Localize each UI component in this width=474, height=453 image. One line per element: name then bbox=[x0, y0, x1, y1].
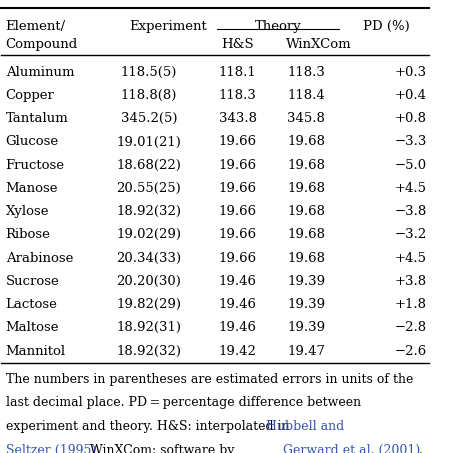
Text: 118.4: 118.4 bbox=[287, 89, 325, 102]
Text: 18.92(32): 18.92(32) bbox=[117, 205, 182, 218]
Text: Ribose: Ribose bbox=[6, 228, 51, 241]
Text: −2.8: −2.8 bbox=[395, 321, 427, 334]
Text: −3.3: −3.3 bbox=[394, 135, 427, 149]
Text: 19.68: 19.68 bbox=[287, 251, 325, 265]
Text: 118.5(5): 118.5(5) bbox=[121, 66, 177, 79]
Text: 118.8(8): 118.8(8) bbox=[121, 89, 177, 102]
Text: last decimal place. PD = percentage difference between: last decimal place. PD = percentage diff… bbox=[6, 396, 361, 410]
Text: 19.46: 19.46 bbox=[219, 275, 257, 288]
Text: Seltzer (1995): Seltzer (1995) bbox=[6, 443, 96, 453]
Text: 20.20(30): 20.20(30) bbox=[117, 275, 182, 288]
Text: 19.68: 19.68 bbox=[287, 135, 325, 149]
Text: 118.3: 118.3 bbox=[219, 89, 257, 102]
Text: 18.68(22): 18.68(22) bbox=[117, 159, 182, 172]
Text: Gerward et al. (2001): Gerward et al. (2001) bbox=[283, 443, 420, 453]
Text: +4.5: +4.5 bbox=[395, 251, 427, 265]
Text: 19.68: 19.68 bbox=[287, 228, 325, 241]
Text: 19.66: 19.66 bbox=[219, 205, 257, 218]
Text: Aluminum: Aluminum bbox=[6, 66, 74, 79]
Text: Theory: Theory bbox=[255, 20, 301, 33]
Text: The numbers in parentheses are estimated errors in units of the: The numbers in parentheses are estimated… bbox=[6, 373, 413, 386]
Text: Xylose: Xylose bbox=[6, 205, 49, 218]
Text: 19.66: 19.66 bbox=[219, 159, 257, 172]
Text: H&S: H&S bbox=[221, 38, 254, 51]
Text: 19.82(29): 19.82(29) bbox=[117, 298, 182, 311]
Text: 343.8: 343.8 bbox=[219, 112, 257, 125]
Text: Hubbell and: Hubbell and bbox=[265, 420, 344, 433]
Text: Manose: Manose bbox=[6, 182, 58, 195]
Text: Experiment: Experiment bbox=[130, 20, 208, 33]
Text: −3.2: −3.2 bbox=[394, 228, 427, 241]
Text: 345.2(5): 345.2(5) bbox=[121, 112, 177, 125]
Text: PD (%): PD (%) bbox=[363, 20, 410, 33]
Text: Sucrose: Sucrose bbox=[6, 275, 59, 288]
Text: 19.68: 19.68 bbox=[287, 182, 325, 195]
Text: 20.55(25): 20.55(25) bbox=[117, 182, 181, 195]
Text: Arabinose: Arabinose bbox=[6, 251, 73, 265]
Text: Compound: Compound bbox=[6, 38, 78, 51]
Text: 19.68: 19.68 bbox=[287, 159, 325, 172]
Text: 19.39: 19.39 bbox=[287, 298, 325, 311]
Text: +4.5: +4.5 bbox=[395, 182, 427, 195]
Text: 18.92(31): 18.92(31) bbox=[117, 321, 182, 334]
Text: 19.47: 19.47 bbox=[287, 345, 325, 357]
Text: Element/: Element/ bbox=[6, 20, 66, 33]
Text: 19.02(29): 19.02(29) bbox=[117, 228, 182, 241]
Text: 118.3: 118.3 bbox=[287, 66, 325, 79]
Text: Maltose: Maltose bbox=[6, 321, 59, 334]
Text: 19.66: 19.66 bbox=[219, 182, 257, 195]
Text: 345.8: 345.8 bbox=[287, 112, 325, 125]
Text: 19.39: 19.39 bbox=[287, 321, 325, 334]
Text: Glucose: Glucose bbox=[6, 135, 59, 149]
Text: +1.8: +1.8 bbox=[395, 298, 427, 311]
Text: +0.4: +0.4 bbox=[395, 89, 427, 102]
Text: −3.8: −3.8 bbox=[394, 205, 427, 218]
Text: 19.39: 19.39 bbox=[287, 275, 325, 288]
Text: 19.66: 19.66 bbox=[219, 135, 257, 149]
Text: −5.0: −5.0 bbox=[395, 159, 427, 172]
Text: Lactose: Lactose bbox=[6, 298, 57, 311]
Text: experiment and theory. H&S: interpolated in: experiment and theory. H&S: interpolated… bbox=[6, 420, 293, 433]
Text: 19.46: 19.46 bbox=[219, 298, 257, 311]
Text: 118.1: 118.1 bbox=[219, 66, 257, 79]
Text: +0.8: +0.8 bbox=[395, 112, 427, 125]
Text: −2.6: −2.6 bbox=[394, 345, 427, 357]
Text: 19.42: 19.42 bbox=[219, 345, 257, 357]
Text: .: . bbox=[419, 443, 423, 453]
Text: , WinXCom: software by: , WinXCom: software by bbox=[82, 443, 238, 453]
Text: Mannitol: Mannitol bbox=[6, 345, 66, 357]
Text: 19.68: 19.68 bbox=[287, 205, 325, 218]
Text: 20.34(33): 20.34(33) bbox=[116, 251, 182, 265]
Text: 19.46: 19.46 bbox=[219, 321, 257, 334]
Text: 19.66: 19.66 bbox=[219, 251, 257, 265]
Text: 19.01(21): 19.01(21) bbox=[117, 135, 182, 149]
Text: WinXCom: WinXCom bbox=[286, 38, 351, 51]
Text: 19.66: 19.66 bbox=[219, 228, 257, 241]
Text: +0.3: +0.3 bbox=[395, 66, 427, 79]
Text: Fructose: Fructose bbox=[6, 159, 64, 172]
Text: 18.92(32): 18.92(32) bbox=[117, 345, 182, 357]
Text: Tantalum: Tantalum bbox=[6, 112, 68, 125]
Text: +3.8: +3.8 bbox=[395, 275, 427, 288]
Text: Copper: Copper bbox=[6, 89, 55, 102]
